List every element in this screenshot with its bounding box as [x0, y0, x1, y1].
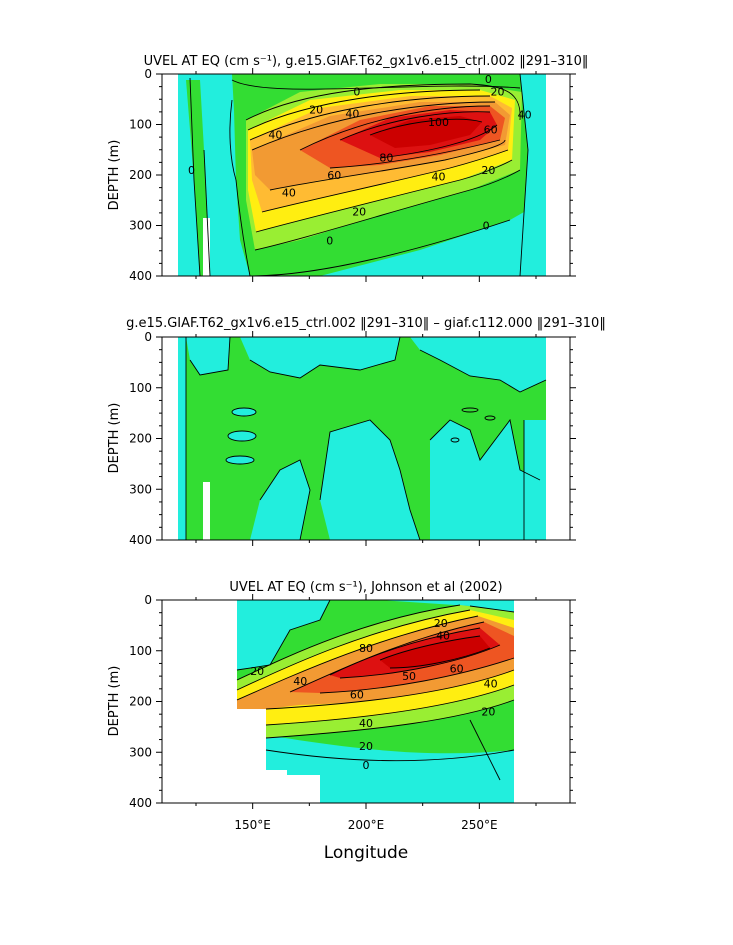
- contour-label: 60: [327, 169, 341, 182]
- panel-3-ylabel: DEPTH (m): [107, 666, 122, 737]
- y-tick-label: 400: [129, 533, 152, 547]
- panel-2-title: g.e15.GIAF.T62_gx1v6.e15_ctrl.002 ‖291–3…: [126, 316, 606, 331]
- panel-1: UVEL AT EQ (cm s⁻¹), g.e15.GIAF.T62_gx1v…: [107, 54, 588, 283]
- contour-label: 40: [484, 678, 498, 691]
- contour-label: 20: [434, 617, 448, 630]
- contour-label: 20: [352, 205, 366, 218]
- panel-2: g.e15.GIAF.T62_gx1v6.e15_ctrl.002 ‖291–3…: [107, 316, 606, 547]
- field-mask: [203, 218, 210, 276]
- y-tick-label: 100: [129, 118, 152, 132]
- y-tick-label: 200: [129, 168, 152, 182]
- contour-label: 20: [490, 86, 504, 99]
- panel-3: UVEL AT EQ (cm s⁻¹), Johnson et al (2002…: [107, 580, 576, 832]
- contour-label: 20: [481, 706, 495, 719]
- y-tick-label: 400: [129, 269, 152, 283]
- contour-label: 40: [436, 630, 450, 643]
- y-tick-label: 0: [144, 67, 152, 81]
- panel-2-contours: [185, 337, 547, 540]
- contour-label: 20: [309, 103, 323, 116]
- contour-label: 100: [428, 116, 449, 129]
- panel-2-field: [178, 337, 547, 540]
- contour-label: 80: [359, 642, 373, 655]
- x-tick-label: 150°E: [234, 818, 271, 832]
- panel-2-xticks: [195, 331, 537, 546]
- panel-1-ylabel: DEPTH (m): [107, 140, 122, 211]
- y-tick-label: 100: [129, 381, 152, 395]
- y-tick-label: 0: [144, 330, 152, 344]
- contour-label: 0: [353, 86, 360, 99]
- contour-label: 20: [250, 665, 264, 678]
- contour-label: 60: [484, 124, 498, 137]
- contour-label: 20: [359, 740, 373, 753]
- contour-label: 40: [518, 108, 532, 121]
- field-mask: [203, 482, 210, 540]
- contour-label: 40: [359, 717, 373, 730]
- panel-2-ylabel: DEPTH (m): [107, 403, 122, 474]
- contour-label: 0: [188, 164, 195, 177]
- x-axis-label: Longitude: [324, 843, 409, 863]
- y-tick-label: 300: [129, 482, 152, 496]
- contour-label: 60: [350, 688, 364, 701]
- contour-label: 40: [268, 129, 282, 142]
- y-tick-label: 300: [129, 219, 152, 233]
- contour-label: 60: [450, 663, 464, 676]
- contour-label: 0: [483, 220, 490, 233]
- panel-3-title: UVEL AT EQ (cm s⁻¹), Johnson et al (2002…: [229, 580, 502, 595]
- y-tick-label: 200: [129, 695, 152, 709]
- y-tick-label: 0: [144, 593, 152, 607]
- x-tick-label: 250°E: [461, 818, 498, 832]
- x-tick-label: 200°E: [348, 818, 385, 832]
- panel-1-xticks: [195, 68, 537, 282]
- contour-label: 40: [432, 171, 446, 184]
- contour-label: 0: [485, 73, 492, 86]
- y-tick-label: 100: [129, 644, 152, 658]
- contour-label: 40: [345, 107, 359, 120]
- contour-label: 40: [293, 675, 307, 688]
- contour-label: 0: [363, 759, 370, 772]
- y-tick-label: 200: [129, 432, 152, 446]
- y-tick-label: 300: [129, 745, 152, 759]
- panel-3-xticks: 150°E 200°E 250°E: [195, 594, 537, 832]
- y-tick-label: 400: [129, 796, 152, 810]
- panel-1-title: UVEL AT EQ (cm s⁻¹), g.e15.GIAF.T62_gx1v…: [144, 54, 589, 69]
- panel-3-contours: [236, 600, 515, 781]
- panel-2-yaxis: 0 100 200 300 400: [129, 330, 576, 547]
- contour-label: 20: [481, 164, 495, 177]
- contour-label: 50: [402, 670, 416, 683]
- panel-1-contours: [189, 74, 529, 276]
- contour-label: 0: [326, 235, 333, 248]
- contour-label: 40: [282, 187, 296, 200]
- contour-label: 80: [379, 151, 393, 164]
